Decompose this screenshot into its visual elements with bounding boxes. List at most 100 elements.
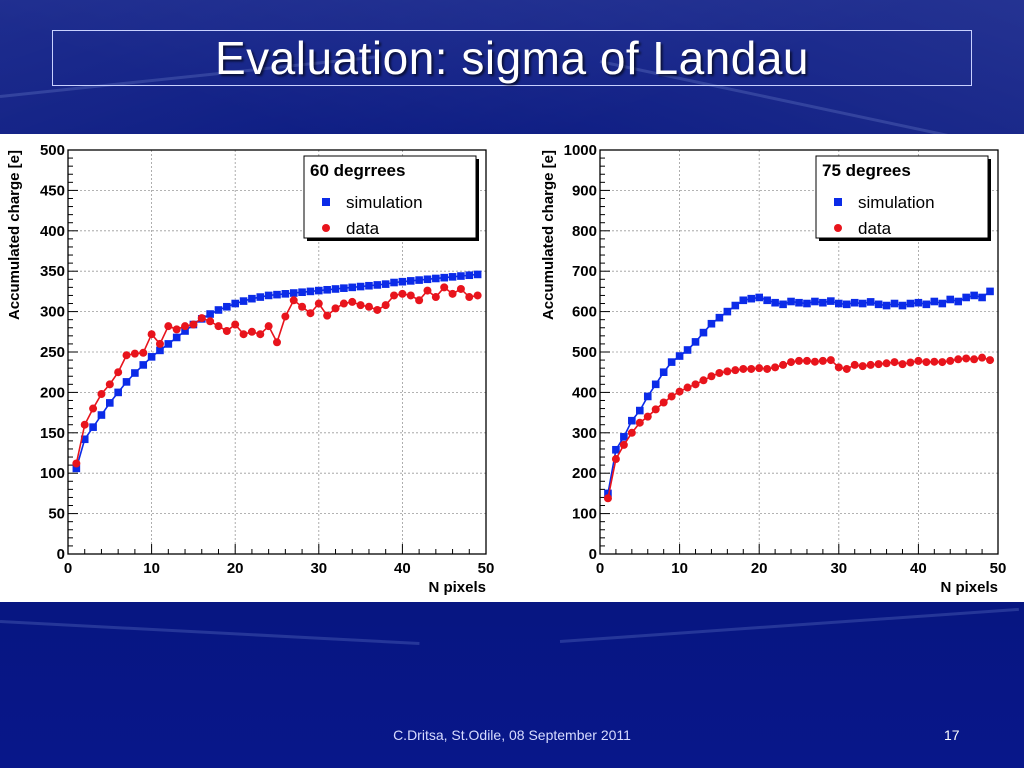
data-point <box>747 364 756 373</box>
data-point <box>882 359 891 368</box>
data-point <box>858 362 867 371</box>
x-tick-label: 20 <box>227 560 244 577</box>
x-tick-label: 30 <box>310 560 327 577</box>
simulation-point <box>890 299 899 308</box>
data-point <box>473 291 482 300</box>
simulation-point <box>803 299 811 308</box>
simulation-point <box>248 294 256 303</box>
data-point <box>659 398 668 407</box>
data-point <box>105 380 114 389</box>
data-point <box>922 358 931 367</box>
data-point <box>763 364 772 373</box>
data-point <box>147 330 156 339</box>
data-point <box>381 301 390 310</box>
simulation-point <box>147 353 156 361</box>
data-point <box>890 358 899 367</box>
data-point <box>122 351 131 360</box>
simulation-point <box>164 340 173 348</box>
simulation-point <box>747 294 756 303</box>
simulation-point <box>962 293 970 302</box>
data-point <box>206 317 215 326</box>
simulation-point <box>231 299 239 308</box>
simulation-point <box>922 300 931 309</box>
simulation-point <box>239 297 248 305</box>
simulation-point <box>954 297 962 306</box>
data-point <box>627 428 636 437</box>
simulation-point <box>651 380 660 389</box>
slide-footer: C.Dritsa, St.Odile, 08 September 2011 <box>393 727 631 743</box>
simulation-point <box>298 288 306 297</box>
y-tick-label: 200 <box>572 465 597 482</box>
data-point <box>834 363 843 372</box>
data-point <box>306 309 315 318</box>
y-tick-label: 250 <box>40 344 65 361</box>
simulation-point <box>763 296 771 305</box>
data-point <box>986 356 995 365</box>
chart-60-degrees: 0 10 20 30 40 5005010015020025030035040045050… <box>6 142 495 596</box>
data-point <box>978 353 987 362</box>
simulation-point <box>914 298 923 307</box>
data-point <box>231 320 240 329</box>
simulation-point <box>755 293 763 302</box>
data-point <box>440 283 449 292</box>
data-point <box>423 286 432 295</box>
y-tick-label: 700 <box>572 263 597 280</box>
legend-title: 60 degrrees <box>310 161 405 180</box>
simulation-point <box>423 275 432 284</box>
simulation-point <box>612 445 620 454</box>
simulation-point <box>206 310 214 318</box>
simulation-point <box>795 298 803 307</box>
data-point <box>114 368 123 377</box>
legend-marker-data <box>322 224 330 232</box>
simulation-point <box>850 298 859 307</box>
x-tick-label: 50 <box>990 560 1007 577</box>
simulation-point <box>628 416 636 425</box>
simulation-point <box>390 278 398 287</box>
x-tick-label: 0 <box>596 560 604 577</box>
data-point <box>139 348 148 357</box>
simulation-point <box>970 291 978 300</box>
y-axis-label: Accumulated charge [e] <box>6 150 23 320</box>
simulation-point <box>866 298 875 306</box>
x-tick-label: 10 <box>671 560 688 577</box>
simulation-point <box>978 293 986 302</box>
x-tick-label: 30 <box>830 560 847 577</box>
simulation-point <box>739 296 748 305</box>
simulation-point <box>80 435 89 444</box>
simulation-point <box>122 378 131 386</box>
simulation-point <box>331 285 340 293</box>
y-tick-label: 900 <box>572 182 597 199</box>
data-point <box>222 326 231 335</box>
data-point <box>946 356 955 365</box>
simulation-point <box>771 298 779 307</box>
y-tick-label: 1000 <box>564 142 597 159</box>
simulation-point <box>306 287 315 296</box>
data-point <box>723 367 732 376</box>
y-tick-label: 150 <box>40 425 65 442</box>
simulation-point <box>214 306 223 314</box>
x-tick-label: 50 <box>478 560 495 577</box>
data-point <box>699 376 708 385</box>
data-point <box>651 405 660 414</box>
data-point <box>826 356 835 365</box>
chart-75-degrees: 0 10 20 30 40 5001002003004005006007008009001… <box>540 142 1007 596</box>
data-point <box>667 392 676 401</box>
simulation-point <box>348 283 357 292</box>
simulation-point <box>381 280 390 288</box>
data-point <box>898 360 907 369</box>
simulation-point <box>89 423 97 431</box>
simulation-point <box>432 274 440 283</box>
x-tick-label: 40 <box>910 560 927 577</box>
simulation-point <box>473 270 482 279</box>
y-tick-label: 800 <box>572 223 597 240</box>
data-point <box>930 357 939 366</box>
data-point <box>691 380 700 389</box>
data-point <box>874 360 883 369</box>
data-point <box>906 358 915 367</box>
data-point <box>373 305 382 314</box>
legend-box <box>815 155 989 239</box>
data-point <box>339 299 348 308</box>
chart-panel: 0 10 20 30 40 50 0 50 100 150 200 250 300 350 400 450 50… <box>0 134 1024 602</box>
simulation-point <box>898 301 907 310</box>
data-point <box>390 291 399 300</box>
